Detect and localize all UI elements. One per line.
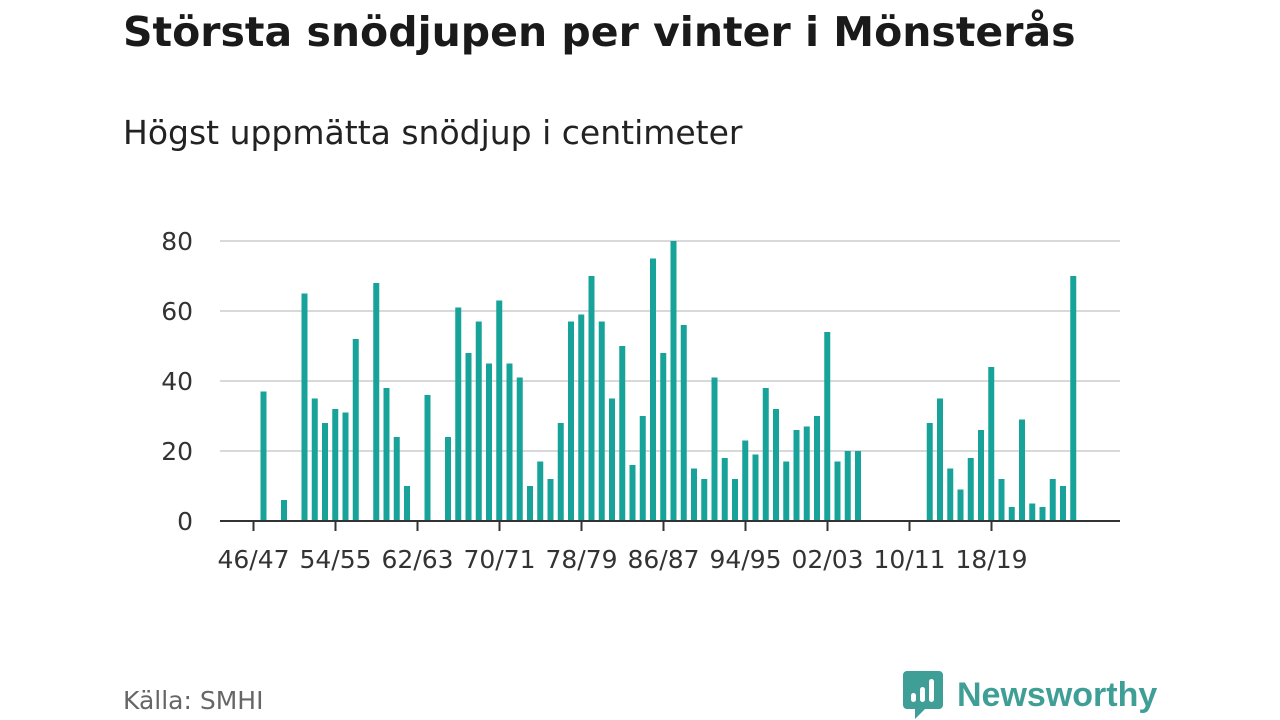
bar (680, 325, 687, 521)
bar (557, 423, 564, 521)
source-note: Källa: SMHI (123, 686, 264, 715)
bar (455, 307, 462, 521)
bar (598, 321, 605, 521)
bar (281, 500, 287, 521)
bar (547, 479, 554, 521)
bar (301, 293, 308, 521)
brand-name: Newsworthy (957, 675, 1158, 714)
bar (783, 461, 790, 521)
bar (404, 486, 410, 521)
bar (762, 388, 769, 521)
x-tick-label: 10/11 (873, 545, 945, 574)
x-tick-label: 62/63 (381, 545, 453, 574)
bar (465, 353, 472, 521)
bar (814, 416, 820, 521)
bar (445, 437, 451, 521)
bar (393, 437, 400, 521)
bar (486, 363, 492, 521)
bar (721, 458, 728, 521)
bar (1029, 503, 1036, 521)
bar (383, 388, 390, 521)
x-tick-label: 70/71 (463, 545, 535, 574)
bar (957, 489, 964, 521)
bars (260, 241, 1077, 521)
bar (691, 468, 697, 521)
bar (629, 465, 636, 521)
bar (844, 451, 851, 521)
x-tick-label: 78/79 (545, 545, 617, 574)
bar (650, 258, 656, 521)
bar (752, 454, 759, 521)
bar-chart: 0 20 40 60 80 46/47 54/55 62/63 70/71 78/79 86/87 9… (161, 227, 1120, 574)
bar (516, 377, 523, 521)
bar (978, 430, 984, 521)
bar (967, 458, 974, 521)
bar (588, 276, 595, 521)
axes: 0 20 40 60 80 46/47 54/55 62/63 70/71 78/79 86/87 9… (161, 227, 1120, 574)
bar (619, 346, 626, 521)
bar (496, 300, 503, 521)
chart-subtitle: Högst uppmätta snödjup i centimeter (123, 113, 743, 152)
bar (937, 398, 943, 521)
x-tick-label: 94/95 (709, 545, 781, 574)
x-tick-label: 02/03 (791, 545, 863, 574)
bar (855, 451, 861, 521)
y-tick-label: 80 (161, 227, 193, 256)
bar (424, 395, 431, 521)
bar (711, 377, 718, 521)
bar (537, 461, 544, 521)
bar (311, 398, 318, 521)
bar (926, 423, 933, 521)
bar (998, 479, 1005, 521)
bar (1070, 276, 1077, 521)
bar (803, 426, 810, 521)
bar (1008, 507, 1015, 521)
grid-lines (220, 240, 1120, 452)
bar (475, 321, 482, 521)
bar (732, 479, 738, 521)
bar (947, 468, 954, 521)
bar (578, 314, 585, 521)
bar (701, 479, 708, 521)
bar (609, 398, 615, 521)
bar (793, 430, 800, 521)
newsworthy-logo-icon (903, 671, 943, 719)
x-tick-label: 18/19 (955, 545, 1027, 574)
y-tick-label: 40 (161, 367, 193, 396)
x-tick-label: 86/87 (627, 545, 699, 574)
chart-title: Största snödjupen per vinter i Mönsterås (123, 8, 1076, 56)
bar (670, 241, 677, 521)
bar (373, 283, 380, 521)
x-tick-label: 46/47 (217, 545, 289, 574)
y-tick-label: 20 (161, 437, 193, 466)
bar (342, 412, 349, 521)
bar (1060, 486, 1066, 521)
bar (332, 409, 339, 521)
bar (834, 461, 841, 521)
bar (639, 416, 646, 521)
y-tick-label: 0 (177, 507, 193, 536)
bar (260, 391, 267, 521)
bar (824, 332, 831, 521)
bar (527, 486, 533, 521)
bar (506, 363, 513, 521)
bar (568, 321, 574, 521)
brand-logo: Newsworthy (903, 671, 1157, 719)
y-tick-label: 60 (161, 297, 193, 326)
bar (1019, 419, 1025, 521)
bar (742, 440, 749, 521)
bar (988, 367, 995, 521)
bar (660, 353, 667, 521)
bar (1049, 479, 1056, 521)
bar (1039, 507, 1046, 521)
bar (773, 409, 779, 521)
bar (352, 339, 359, 521)
bar (322, 423, 328, 521)
x-tick-label: 54/55 (299, 545, 371, 574)
